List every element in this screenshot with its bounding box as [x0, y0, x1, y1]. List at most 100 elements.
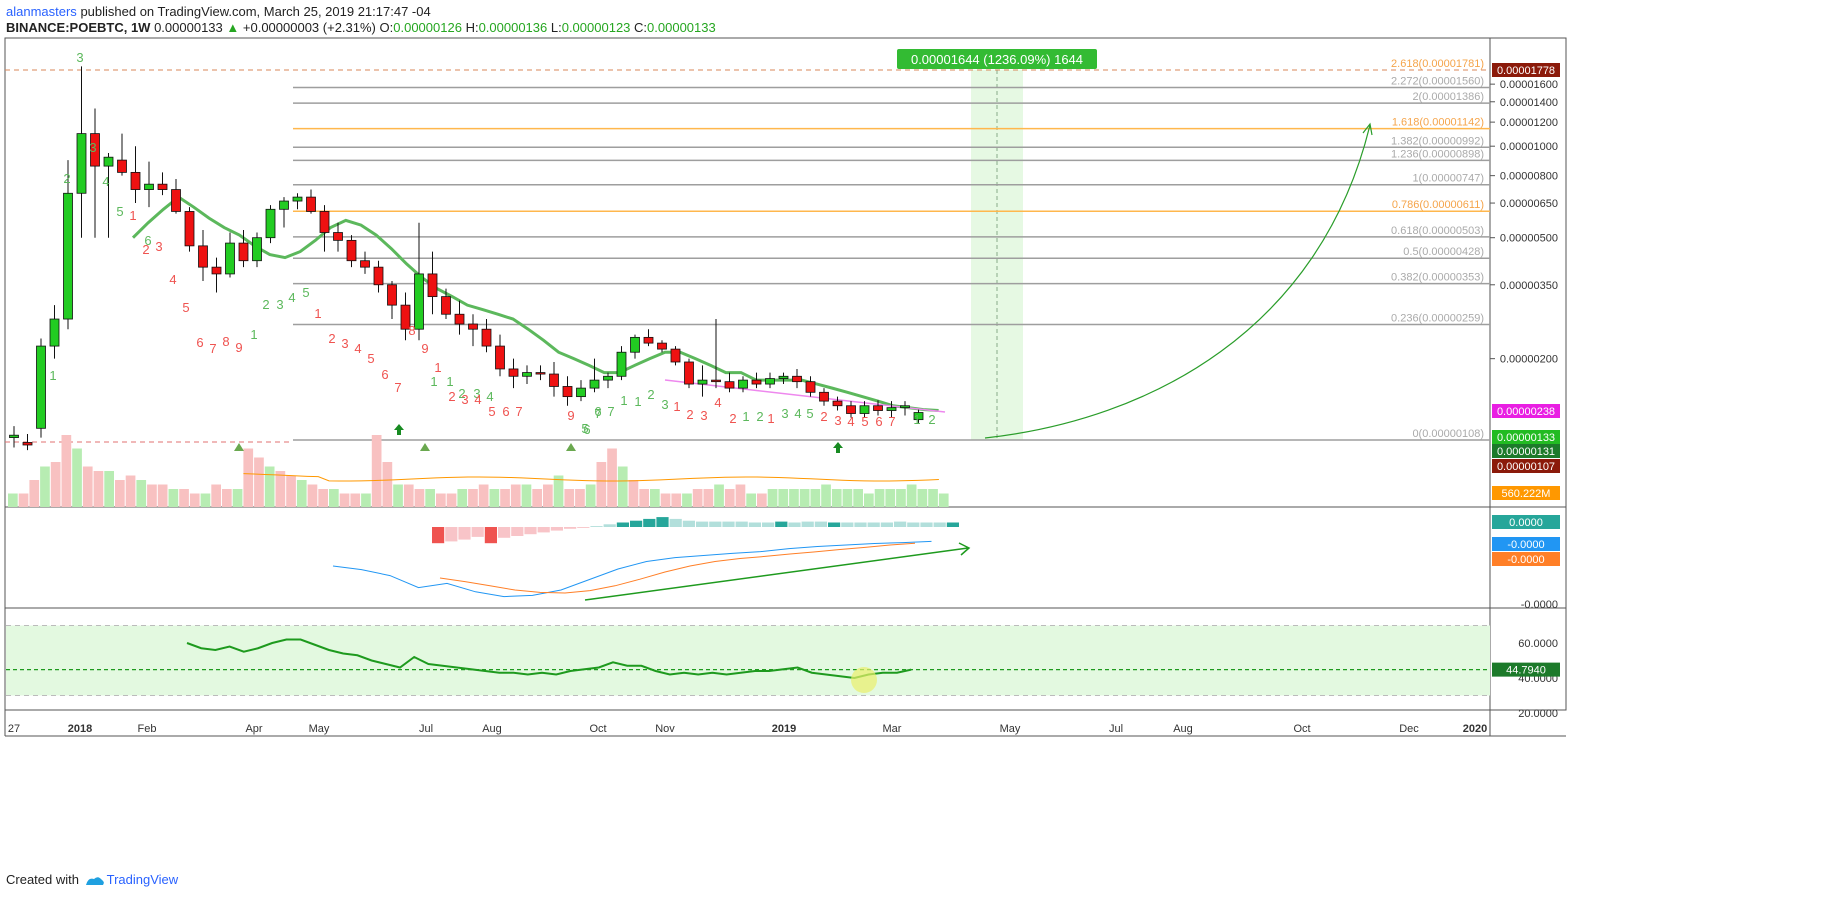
volume-bar: [211, 484, 221, 507]
volume-bar: [585, 484, 596, 507]
time-axis-label: 27: [8, 723, 20, 735]
tradingview-brand-link[interactable]: TradingView: [106, 872, 179, 887]
candle-body: [576, 387, 586, 398]
candle-body: [400, 304, 411, 330]
volume-bar: [543, 484, 553, 507]
volume-bar: [489, 489, 500, 507]
candle-body: [711, 379, 721, 383]
td-count-green: 4: [794, 406, 801, 421]
price-axis-label: 0.00000200: [1500, 354, 1558, 366]
candle-body: [805, 381, 816, 393]
macd-histogram-bar: [669, 518, 682, 527]
published-text: published on TradingView.com, March 25, …: [80, 4, 431, 19]
volume-bar: [553, 475, 564, 507]
volume-bar: [799, 489, 810, 507]
macd-histogram-bar: [867, 522, 880, 527]
candle-body: [549, 373, 559, 387]
volume-bar: [671, 493, 682, 507]
candle-body: [49, 318, 60, 347]
fib-level-label: 0.382(0.00000353): [1391, 272, 1484, 284]
fib-level-label: 0.786(0.00000611): [1392, 199, 1484, 211]
macd-histogram-bar: [498, 527, 511, 538]
volume-bar: [928, 489, 938, 507]
publish-line: alanmasters published on TradingView.com…: [6, 4, 431, 19]
td-count-red: 7: [394, 380, 401, 395]
candle-body: [670, 348, 681, 363]
td-count-green: 2: [262, 297, 269, 312]
td-count-red: 4: [474, 392, 481, 407]
price-axis-label: 0.00001400: [1500, 97, 1558, 109]
candle-body: [333, 232, 343, 241]
td-count-red: 6: [196, 335, 203, 350]
macd-axis-label: -0.0000: [1521, 599, 1558, 611]
volume-bar: [329, 489, 339, 507]
volume-bar: [810, 489, 821, 507]
signal-line: [439, 542, 916, 594]
candle-body: [144, 183, 154, 190]
td-count-green: 2: [756, 409, 763, 424]
macd-histogram-bar: [946, 522, 959, 527]
open-label: O:: [379, 20, 394, 35]
td-count-red: 5: [367, 351, 374, 366]
candle-body: [171, 189, 181, 212]
close-value: 0.00000133: [647, 20, 716, 35]
price-tag-label: 0.00000133: [1497, 432, 1555, 444]
macd-histogram-bar: [762, 522, 775, 527]
candle-body: [265, 208, 276, 239]
macd-histogram-bar: [933, 522, 946, 527]
candle-body: [508, 368, 519, 377]
candle-body: [225, 242, 235, 275]
main-pane: [4, 37, 1567, 508]
price-change: +0.00000003 (+2.31%): [242, 20, 376, 35]
volume-bar: [200, 493, 211, 507]
candle-body: [603, 375, 613, 381]
td-count-red: 2: [820, 409, 827, 424]
price-axis-label: 0.00000500: [1500, 233, 1558, 245]
volume-bar: [104, 471, 114, 507]
volume-bar: [831, 489, 842, 507]
td-count-red: 3: [700, 408, 707, 423]
time-axis-label: May: [1000, 723, 1021, 735]
td-count-green: 6: [144, 233, 151, 248]
volume-bar: [425, 489, 435, 507]
price-tag-label: 0.00001778: [1497, 65, 1555, 77]
time-axis-label: 2020: [1463, 723, 1487, 735]
fib-level-label: 2.618(0.00001781): [1391, 58, 1484, 70]
volume-bar: [778, 489, 789, 507]
fib-level-label: 1.618(0.00001142): [1392, 117, 1484, 129]
price-tag-label: 0.00000238: [1497, 406, 1555, 418]
candle-body: [90, 133, 100, 167]
candle-body: [765, 378, 775, 385]
volume-bar: [72, 448, 82, 507]
volume-bar: [403, 484, 414, 507]
td-count-red: 8: [408, 323, 415, 338]
rsi-line: [186, 638, 912, 680]
fib-level-label: 1(0.00000747): [1412, 173, 1484, 185]
td-count-green: 4: [486, 389, 493, 404]
high-label: H:: [465, 20, 479, 35]
volume-bar: [906, 484, 917, 507]
macd-histogram-bar: [788, 522, 801, 527]
macd-histogram-bar: [577, 527, 590, 528]
macd-histogram-bar: [484, 527, 497, 544]
price-tag-label: 560.222M: [1502, 488, 1551, 500]
macd-histogram-bar: [894, 521, 907, 527]
volume-bar: [478, 484, 489, 507]
td-count-red: 2: [448, 389, 455, 404]
candle-body: [198, 245, 208, 268]
author-link[interactable]: alanmasters: [6, 4, 77, 19]
candle-body: [76, 133, 87, 194]
candle-body: [859, 405, 870, 414]
candle-body: [9, 434, 19, 438]
volume-bar: [853, 489, 863, 507]
volume-bar: [746, 493, 756, 507]
td-count-red: 7: [209, 341, 216, 356]
volume-bar: [789, 489, 799, 507]
candle-body: [36, 345, 46, 429]
candle-body: [63, 192, 73, 320]
volume-bar: [735, 484, 746, 507]
candle-body: [495, 345, 505, 370]
volume-bar: [767, 489, 778, 507]
volume-bar: [189, 493, 200, 507]
